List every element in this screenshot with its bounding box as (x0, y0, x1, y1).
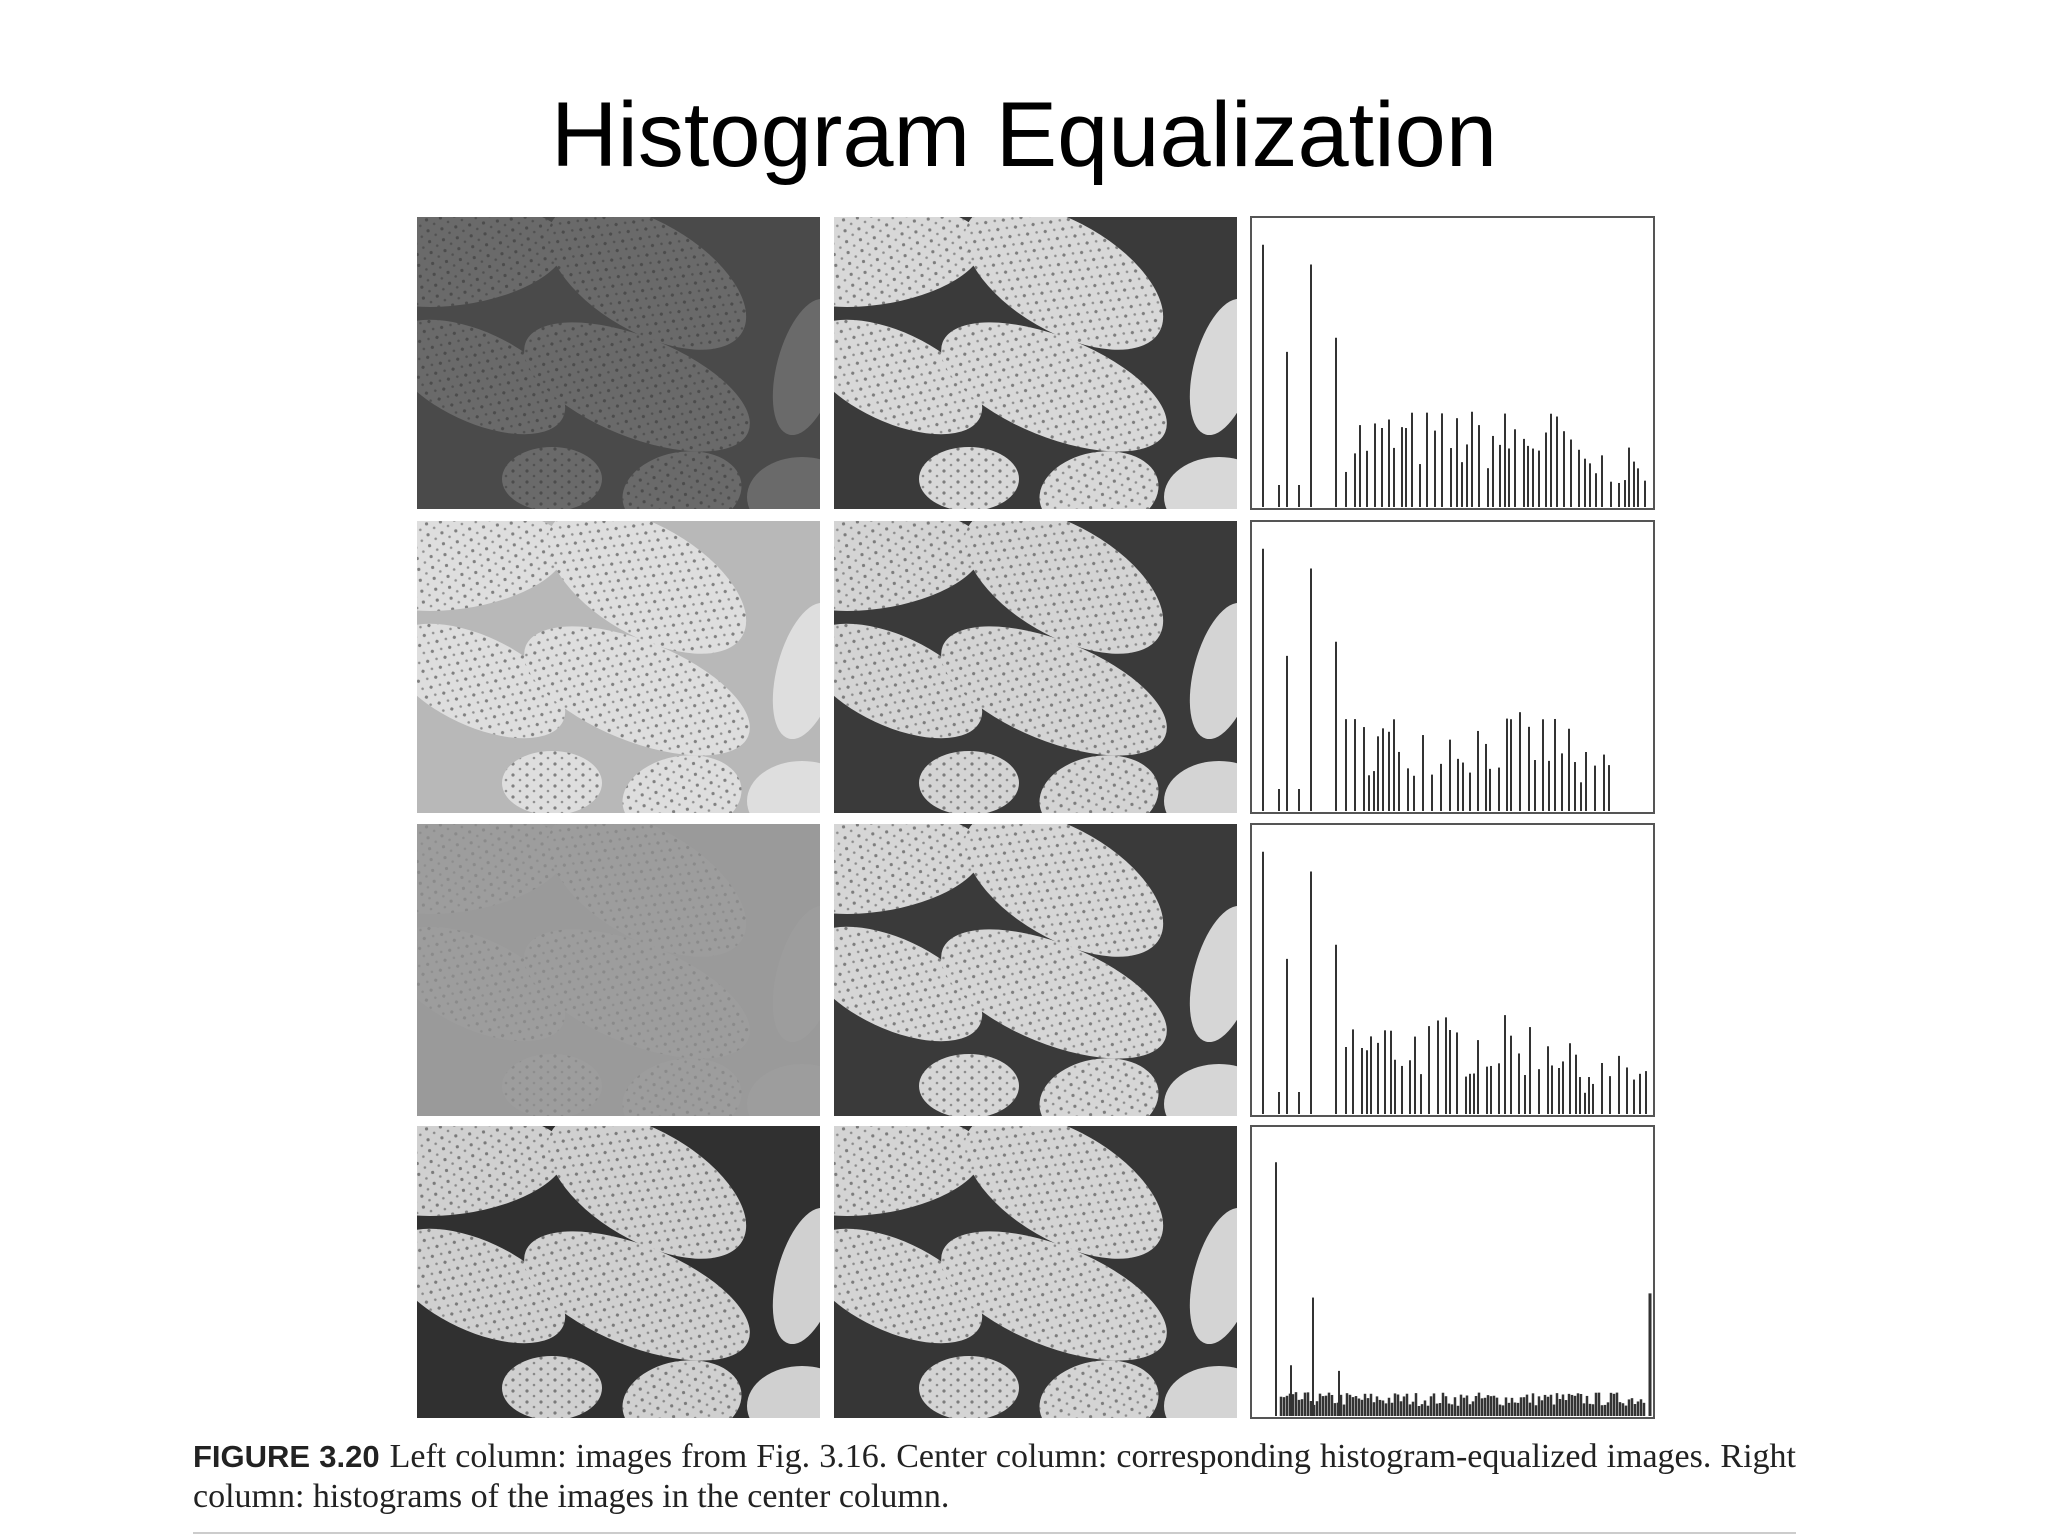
photo (834, 217, 1237, 509)
figure-label: FIGURE 3.20 (193, 1439, 380, 1474)
histogram (1250, 823, 1655, 1117)
histogram (1250, 1125, 1655, 1419)
photo (834, 824, 1237, 1116)
photo (417, 521, 820, 813)
histogram (1250, 520, 1655, 814)
photo (417, 217, 820, 509)
caption-text: Left column: images from Fig. 3.16. Cent… (193, 1438, 1797, 1515)
slide-title: Histogram Equalization (550, 84, 1497, 186)
histogram-frame (1250, 216, 1655, 510)
figure (417, 216, 1655, 1419)
figure-caption: FIGURE 3.20 Left column: images from Fig.… (193, 1437, 1796, 1517)
separator (193, 1532, 1796, 1534)
photo (834, 1126, 1237, 1418)
histogram-frame (1250, 823, 1655, 1117)
photo (834, 521, 1237, 813)
histogram-frame (1250, 1125, 1655, 1419)
photo (417, 1126, 820, 1418)
photo (417, 824, 820, 1116)
histogram (1250, 216, 1655, 510)
